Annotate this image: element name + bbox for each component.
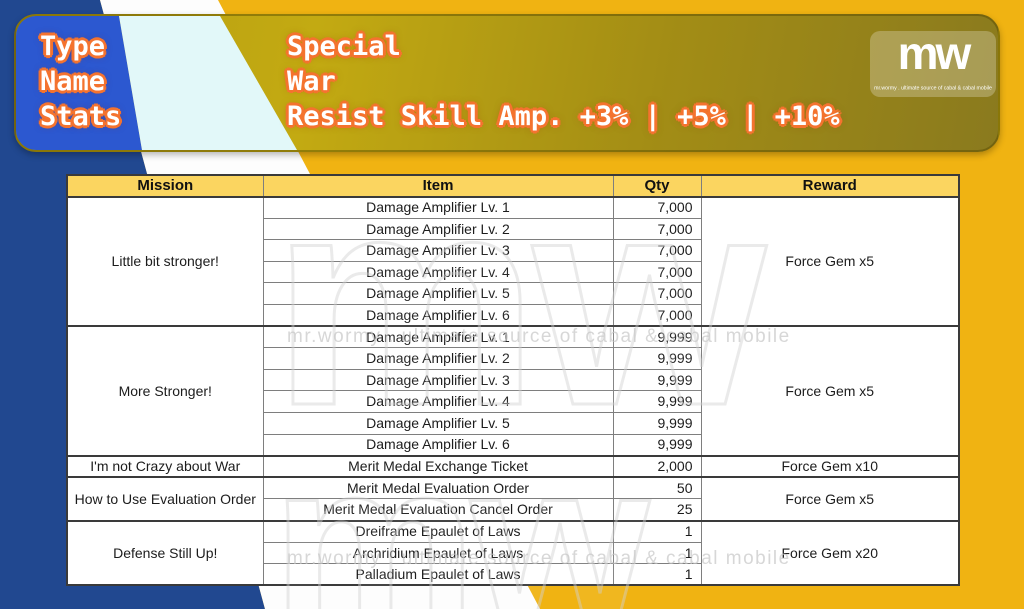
table-row: Damage Amplifier Lv. 6 9,999 [67, 433, 959, 457]
qty-cell: 9,999 [612, 433, 702, 457]
reward-cell: Force Gem x10 [700, 454, 960, 479]
item-cell: Damage Amplifier Lv. 5 [262, 282, 614, 306]
table-row: Damage Amplifier Lv. 2 7,000 [67, 217, 959, 241]
banner-value-name: War [287, 66, 336, 97]
reward-cell: Force Gem x5 [700, 325, 960, 457]
reward-cell: Force Gem x5 [700, 476, 960, 522]
item-cell: Damage Amplifier Lv. 4 [262, 390, 614, 414]
table-row: Damage Amplifier Lv. 6 7,000 [67, 304, 959, 328]
item-cell: Damage Amplifier Lv. 1 [262, 325, 614, 349]
qty-cell: 1 [612, 541, 702, 565]
header-qty: Qty [612, 174, 702, 198]
qty-cell: 2,000 [612, 454, 702, 479]
qty-cell: 9,999 [612, 325, 702, 349]
qty-cell: 7,000 [612, 282, 702, 306]
table-row: I'm not Crazy about War Merit Medal Excha… [66, 454, 960, 479]
item-cell: Damage Amplifier Lv. 5 [262, 412, 614, 435]
title-banner: Type Name Stats Special War Resist Skill… [14, 14, 1000, 152]
qty-cell: 9,999 [612, 347, 702, 370]
table-row: Little bit stronger! Damage Amplifier Lv.… [66, 195, 960, 327]
item-cell: Dreiframe Epaulet of Laws [262, 519, 614, 543]
qty-cell: 7,000 [612, 195, 702, 219]
table-row: Damage Amplifier Lv. 3 7,000 [67, 239, 959, 262]
mission-table: Mission Item Qty Reward Little bit stron… [66, 174, 960, 587]
reward-cell: Force Gem x20 [700, 519, 960, 586]
qty-cell: 7,000 [612, 239, 702, 262]
banner-label-stats: Stats [40, 101, 122, 132]
mission-cell: Little bit stronger! [66, 195, 264, 327]
qty-cell: 9,999 [612, 368, 702, 392]
banner-label-name: Name [40, 66, 106, 97]
item-cell: Damage Amplifier Lv. 2 [262, 347, 614, 370]
header-reward: Reward [700, 174, 960, 198]
qty-cell: 7,000 [612, 304, 702, 328]
qty-cell: 7,000 [612, 260, 702, 284]
item-cell: Damage Amplifier Lv. 1 [262, 195, 614, 219]
item-cell: Damage Amplifier Lv. 4 [262, 260, 614, 284]
reward-cell: Force Gem x5 [700, 195, 960, 327]
table-row: How to Use Evaluation Order Merit Medal E… [66, 476, 960, 522]
header-item: Item [262, 174, 614, 198]
qty-cell: 1 [612, 563, 702, 587]
mission-cell: How to Use Evaluation Order [66, 476, 264, 522]
banner-label-type: Type [40, 31, 106, 62]
table-row: Defense Still Up! Dreiframe Epaulet of La… [66, 519, 960, 586]
banner-labels: Type Name Stats [40, 29, 121, 134]
mw-logo-text: mw [897, 27, 972, 79]
item-cell: Damage Amplifier Lv. 2 [262, 217, 614, 241]
banner-value-stats: Resist Skill Amp. +3% | +5% | +10% [287, 101, 840, 132]
item-cell: Archridium Epaulet of Laws [262, 541, 614, 565]
item-cell: Merit Medal Exchange Ticket [262, 454, 614, 479]
mission-table-body: Little bit stronger! Damage Amplifier Lv.… [66, 195, 960, 587]
qty-cell: 9,999 [612, 412, 702, 435]
mission-cell: More Stronger! [66, 325, 264, 457]
mission-cell: Defense Still Up! [66, 519, 264, 586]
item-cell: Damage Amplifier Lv. 6 [262, 304, 614, 328]
item-cell: Palladium Epaulet of Laws [262, 563, 614, 587]
qty-cell: 25 [612, 498, 702, 522]
table-row: Archridium Epaulet of Laws 1 [67, 541, 959, 565]
item-cell: Damage Amplifier Lv. 3 [262, 239, 614, 262]
item-cell: Damage Amplifier Lv. 3 [262, 368, 614, 392]
qty-cell: 7,000 [612, 217, 702, 241]
table-row: More Stronger! Damage Amplifier Lv. 1 9,99… [66, 325, 960, 457]
table-row: Damage Amplifier Lv. 4 7,000 [67, 260, 959, 284]
item-cell: Damage Amplifier Lv. 6 [262, 433, 614, 457]
qty-cell: 9,999 [612, 390, 702, 414]
mw-logo-tagline: mr.wormy . ultimate source of cabal & ca… [874, 85, 992, 91]
banner-values: Special War Resist Skill Amp. +3% | +5% … [287, 29, 840, 134]
table-row: Damage Amplifier Lv. 4 9,999 [67, 390, 959, 414]
item-cell: Merit Medal Evaluation Order [262, 476, 614, 500]
qty-cell: 1 [612, 519, 702, 543]
item-cell: Merit Medal Evaluation Cancel Order [262, 498, 614, 522]
mw-logo: mw mr.wormy . ultimate source of cabal &… [870, 27, 996, 97]
table-row: Damage Amplifier Lv. 3 9,999 [67, 368, 959, 392]
header-mission: Mission [66, 174, 264, 198]
mission-cell: I'm not Crazy about War [66, 454, 264, 479]
table-row: Palladium Epaulet of Laws 1 [67, 563, 959, 587]
table-header-row: Mission Item Qty Reward [66, 174, 960, 198]
banner-value-type: Special [287, 31, 401, 62]
qty-cell: 50 [612, 476, 702, 500]
banner-blue-shape [16, 16, 142, 150]
